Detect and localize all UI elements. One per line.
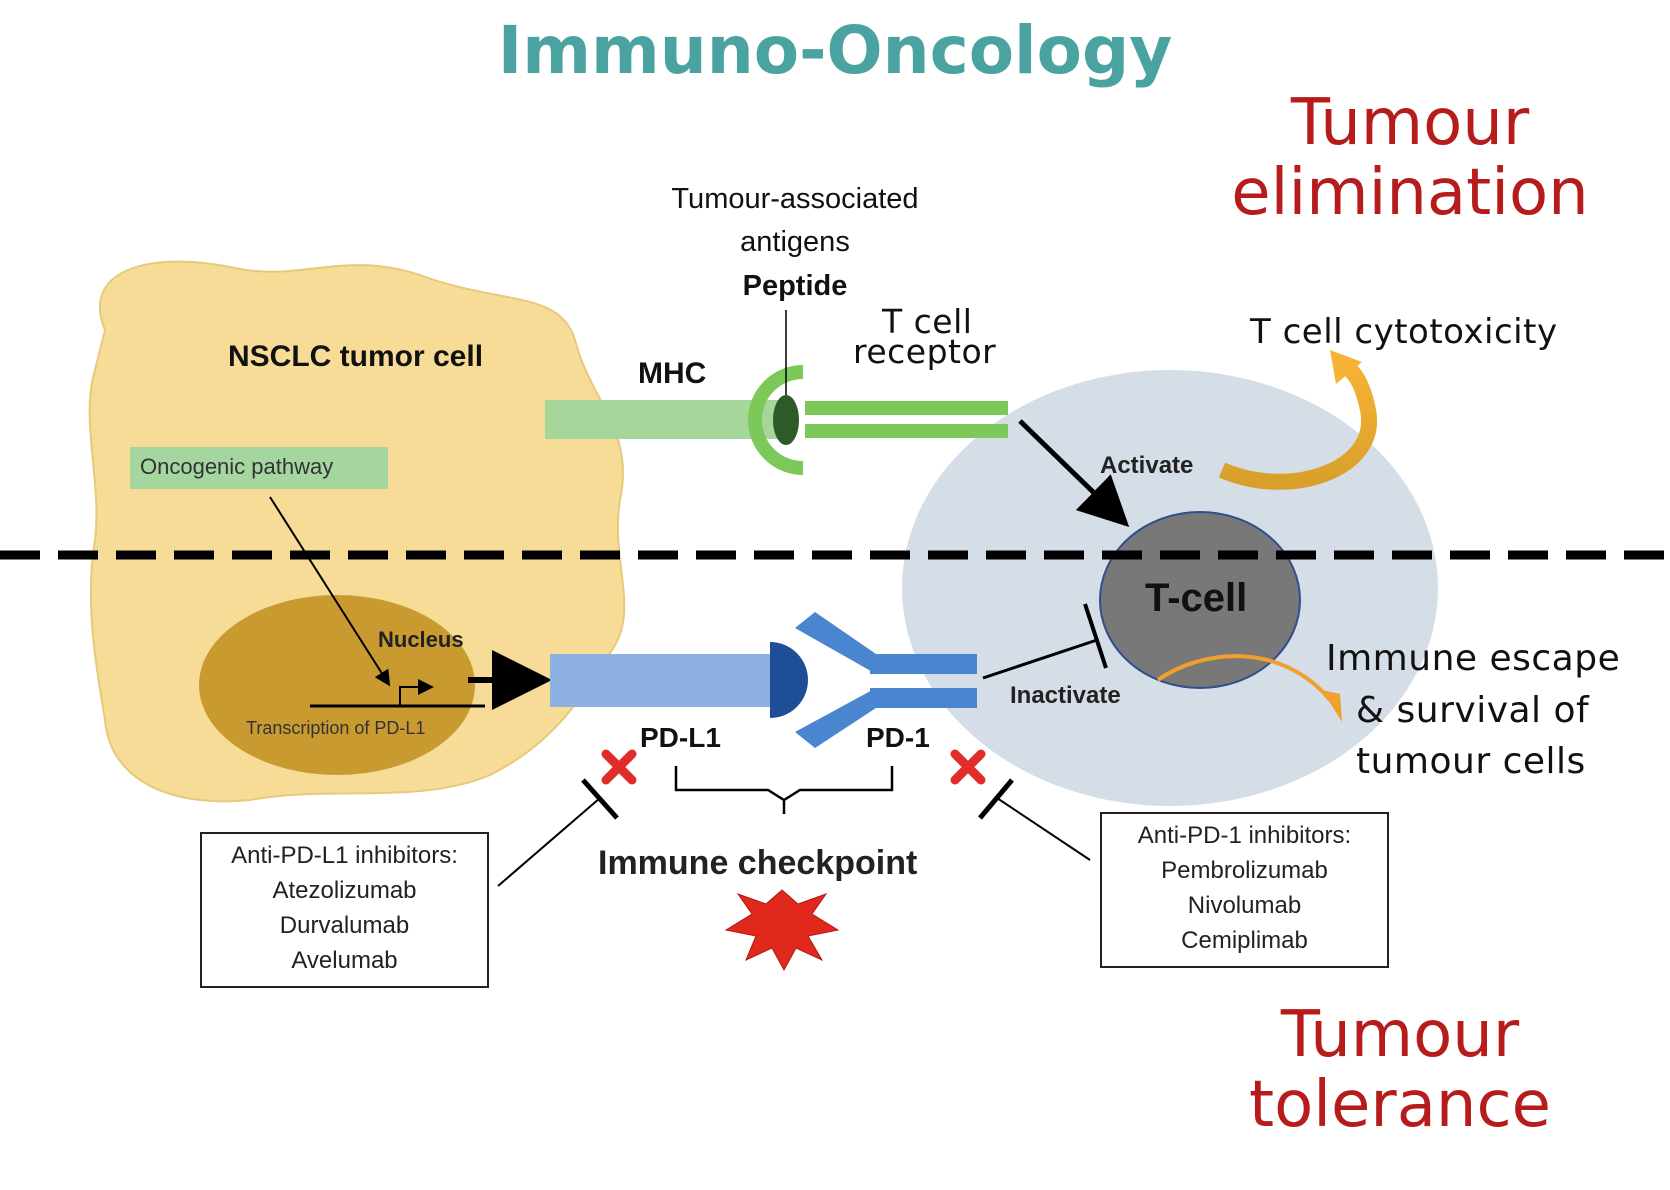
escape-label-line3: tumour cells — [1356, 741, 1586, 782]
anti-pdl1-line — [497, 797, 601, 887]
escape-label-line2: & survival of — [1356, 690, 1590, 731]
nucleus — [199, 595, 475, 775]
tumour-cell-label: NSCLC tumor cell — [228, 340, 484, 373]
anti-pdl1-drug: Avelumab — [291, 947, 398, 974]
anti-pd1-line — [996, 797, 1091, 861]
anti-pd1-drug: Pembrolizumab — [1161, 857, 1328, 884]
anti-pdl1-drug: Durvalumab — [279, 912, 410, 939]
pd1-label: PD-1 — [866, 722, 930, 753]
mhc-bar — [545, 400, 787, 439]
tcr-bar-top — [805, 401, 1008, 415]
peptide-label: Peptide — [742, 270, 848, 302]
nucleus-label: Nucleus — [378, 627, 464, 652]
cytotoxicity-arrowhead — [1330, 350, 1362, 384]
anti-pd1-heading: Anti-PD-1 inhibitors: — [1137, 822, 1352, 849]
outcome-top: Tumour elimination — [1231, 86, 1589, 230]
cytotoxicity-arrow — [1218, 359, 1378, 490]
antigen-label-line1: Tumour-associated — [671, 183, 919, 215]
outcome-bottom: Tumour tolerance — [1248, 998, 1552, 1142]
peptide — [773, 395, 799, 445]
transcription-start-arrow — [399, 679, 434, 706]
checkpoint-label: Immune checkpoint — [598, 844, 918, 882]
pdl1-label: PD-L1 — [640, 722, 721, 753]
pd1-bar-top — [870, 654, 977, 674]
tcr-label-line2: receptor — [853, 332, 997, 371]
escape-arrowhead — [1322, 690, 1342, 722]
inactivate-label: Inactivate — [1010, 682, 1121, 709]
block-x-right-icon — [950, 749, 986, 785]
pd1-bar-bottom — [870, 688, 977, 708]
tcr-cup — [748, 365, 804, 475]
activate-arrow — [1018, 419, 1130, 527]
escape-arrow — [1156, 654, 1332, 702]
anti-pd1-drug: Cemiplimab — [1181, 927, 1308, 954]
anti-pd1-box: Anti-PD-1 inhibitors: Pembrolizumab Nivo… — [1100, 812, 1389, 968]
page-title: Immuno-Oncology — [497, 12, 1173, 89]
anti-pd1-block-bar — [978, 778, 1014, 820]
block-x-left-icon — [601, 749, 637, 785]
escape-label-line1: Immune escape — [1326, 638, 1621, 679]
pdl1-head — [770, 642, 808, 718]
oncogenic-pathway-label: Oncogenic pathway — [140, 454, 334, 479]
mhc-label: MHC — [638, 357, 707, 390]
pathway-arrow — [269, 496, 391, 687]
checkpoint-bracket — [674, 766, 894, 802]
inactivate-bar — [1083, 603, 1108, 669]
pd1-arm-top — [795, 612, 876, 674]
activate-label: Activate — [1100, 452, 1194, 479]
pd1-arm-bottom — [795, 688, 876, 748]
tcr-label-line1: T cell — [882, 302, 973, 341]
cytotoxicity-label: T cell cytotoxicity — [1250, 312, 1558, 352]
anti-pdl1-heading: Anti-PD-L1 inhibitors: — [231, 842, 458, 869]
anti-pdl1-block-bar — [581, 778, 619, 820]
oncogenic-pathway-box — [130, 447, 388, 489]
anti-pdl1-drug: Atezolizumab — [272, 877, 417, 904]
checkpoint-starburst-icon — [724, 889, 840, 972]
transcription-label: Transcription of PD-L1 — [246, 718, 426, 738]
pdl1-bar — [550, 654, 774, 707]
antigen-label-line2: antigens — [740, 226, 850, 258]
inactivate-line — [982, 638, 1098, 680]
anti-pd1-drug: Nivolumab — [1187, 892, 1302, 919]
tcr-bar-bottom — [805, 424, 1008, 438]
anti-pdl1-box: Anti-PD-L1 inhibitors: Atezolizumab Durv… — [200, 832, 489, 988]
tcell-label: T-cell — [1145, 576, 1248, 620]
